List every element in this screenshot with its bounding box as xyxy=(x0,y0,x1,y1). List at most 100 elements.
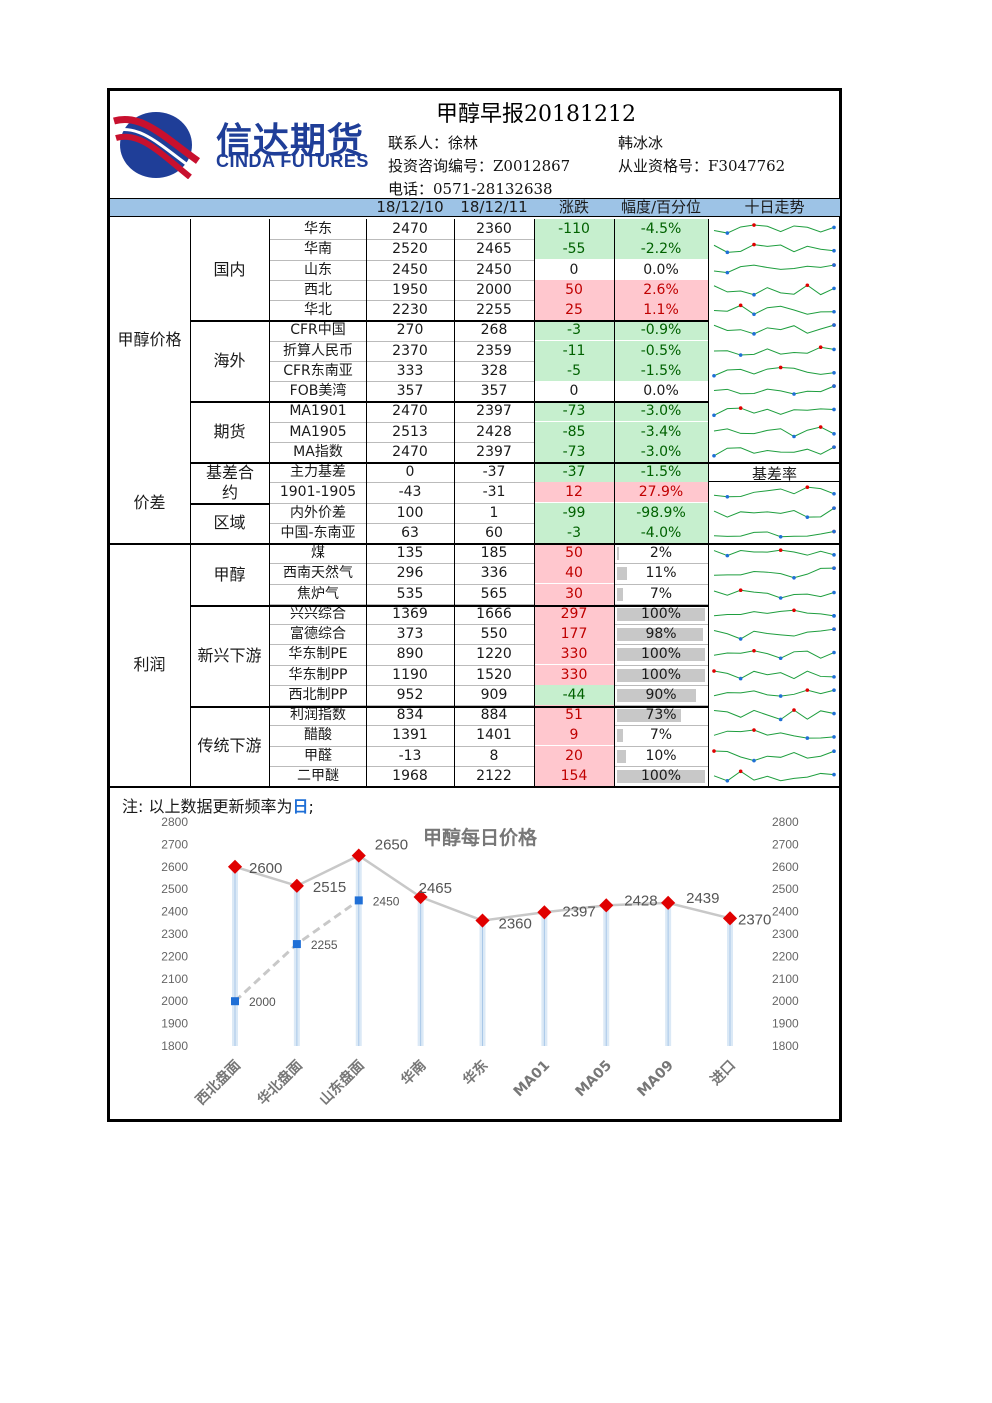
sparkline-marker xyxy=(832,309,836,314)
sparkline xyxy=(713,485,836,499)
sparkline-marker xyxy=(738,303,743,308)
sparkline-marker xyxy=(752,312,756,317)
contact-2: 韩冰冰 xyxy=(618,134,664,152)
cell-d2: 909 xyxy=(480,686,508,703)
sparkline-marker xyxy=(832,249,836,253)
cell-d1: 63 xyxy=(401,524,419,541)
sparkline xyxy=(713,303,836,317)
sparkline xyxy=(713,344,836,357)
cell-pct: -3.0% xyxy=(614,441,708,462)
cell-d2: 336 xyxy=(480,565,508,582)
cell-d1: 535 xyxy=(396,585,424,602)
sparkline xyxy=(712,406,836,418)
cell-d2: 357 xyxy=(480,383,508,399)
cell-d2: 2360 xyxy=(476,221,512,237)
series-line-1 xyxy=(234,854,731,922)
sparkline xyxy=(713,587,836,600)
sparkline xyxy=(713,708,836,722)
cell-name: 华北 xyxy=(304,302,332,318)
sparkline-marker xyxy=(778,656,783,661)
group-profit: 利润 xyxy=(133,655,166,674)
row-divider xyxy=(270,279,708,281)
cell-d1: 135 xyxy=(396,545,424,561)
sparkline-marker xyxy=(725,270,730,274)
sparkline-marker xyxy=(832,735,836,739)
y-tick-left: 2500 xyxy=(161,882,188,896)
cell-d2: 2122 xyxy=(476,767,512,784)
sparkline xyxy=(712,445,836,458)
sparkline-marker xyxy=(832,323,836,328)
col-change: 涨跌 xyxy=(558,198,589,216)
cell-d2: 60 xyxy=(485,524,503,541)
cell-d2: -37 xyxy=(482,464,506,480)
cell-chg: 51 xyxy=(534,705,614,725)
data-label: 2600 xyxy=(249,860,282,877)
sparkline-marker xyxy=(738,637,743,641)
cell-pct: 90% xyxy=(645,686,677,703)
cinda-logo-icon xyxy=(113,112,200,179)
cell-name: 醋酸 xyxy=(304,727,332,744)
sparkline-marker xyxy=(832,566,836,571)
row-divider xyxy=(270,381,708,382)
cell-name: CFR东南亚 xyxy=(283,362,353,379)
cell-pct: -3.0% xyxy=(614,401,708,422)
cell-chg: 297 xyxy=(534,603,614,624)
data-label: 2515 xyxy=(313,879,346,896)
y-tick-left: 2400 xyxy=(161,905,188,919)
point-marker xyxy=(227,859,243,874)
x-tick-label: 华北盘面 xyxy=(254,1057,306,1109)
cell-pct: -0.9% xyxy=(614,320,708,341)
cell-d2: 550 xyxy=(480,626,508,642)
data-label: 2439 xyxy=(686,890,719,907)
x-tick-label: MA09 xyxy=(634,1058,677,1101)
point-marker xyxy=(599,898,614,913)
cell-chg: 50 xyxy=(534,543,614,563)
group-divider xyxy=(190,462,840,464)
sparkline-marker xyxy=(712,748,716,753)
col-divider xyxy=(534,219,535,786)
y-tick-right: 2000 xyxy=(772,994,799,1008)
qualification-number: 从业资格号：F3047762 xyxy=(618,157,786,175)
cell-chg: 25 xyxy=(534,300,614,320)
cell-name: 内外价差 xyxy=(290,504,346,521)
sparkline-marker xyxy=(832,431,836,436)
cell-d1: 100 xyxy=(396,504,424,521)
cell-pct: 98% xyxy=(645,626,677,642)
y-tick-right: 1900 xyxy=(772,1017,799,1031)
row-divider xyxy=(270,502,708,504)
col-trend: 十日走势 xyxy=(744,198,805,216)
cell-pct: 0.0% xyxy=(614,381,708,401)
group-divider xyxy=(110,543,840,545)
sparkline xyxy=(713,608,836,618)
row-divider xyxy=(270,300,708,301)
cell-pct: 100% xyxy=(640,605,682,622)
x-tick-label: 华东 xyxy=(460,1057,492,1089)
point-marker-2 xyxy=(231,997,239,1006)
sparkline-marker xyxy=(738,769,743,773)
sparkline xyxy=(713,323,836,336)
cell-d1: 2450 xyxy=(392,261,428,278)
point-marker-2 xyxy=(354,896,363,905)
sparkline xyxy=(713,262,836,274)
cell-d2: 1666 xyxy=(476,605,512,622)
sparkline-marker xyxy=(738,676,743,680)
cell-d1: -43 xyxy=(398,484,422,501)
cell-chg: 12 xyxy=(534,482,614,503)
cell-chg: 40 xyxy=(534,563,614,584)
contact: 联系人：徐林 xyxy=(388,134,479,152)
sparkline-marker xyxy=(805,485,810,490)
cell-pct: -98.9% xyxy=(614,502,708,523)
sub-futures: 期货 xyxy=(213,421,246,441)
group-divider xyxy=(190,503,269,505)
row-divider xyxy=(270,624,708,625)
cell-chg: 330 xyxy=(534,644,614,665)
sparkline-marker xyxy=(752,758,756,762)
percentile-bar xyxy=(617,567,627,581)
cell-name: 西南天然气 xyxy=(283,565,353,582)
sparkline xyxy=(713,728,836,741)
cell-d2: 2359 xyxy=(476,342,512,359)
cell-name: MA1901 xyxy=(289,403,347,420)
cell-pct: -1.5% xyxy=(614,462,708,482)
group-divider xyxy=(190,401,708,403)
cell-pct: 10% xyxy=(645,747,677,764)
